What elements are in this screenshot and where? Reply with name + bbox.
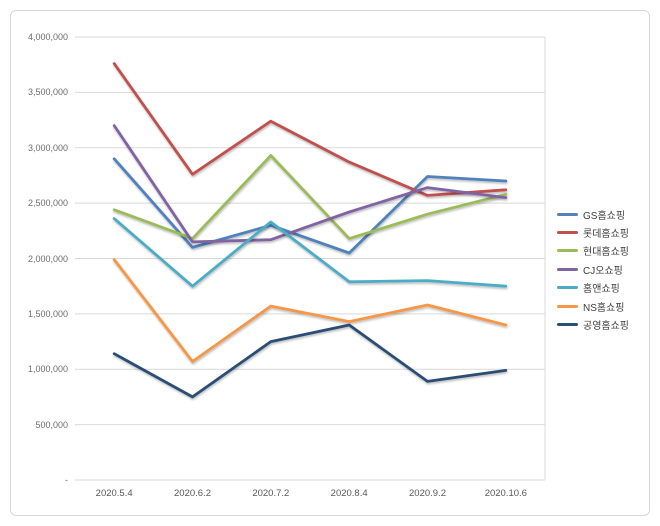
x-tick-label: 2020.9.2: [409, 488, 446, 499]
y-tick-label: -: [65, 475, 68, 485]
series-line: [112, 124, 508, 244]
y-tick-label: 1,500,000: [27, 308, 68, 319]
legend-line-swatch: [557, 323, 578, 327]
legend-label: 공영홈쇼핑: [583, 321, 629, 333]
y-tick-label: 1,000,000: [27, 364, 68, 375]
y-tick-label: 2,500,000: [27, 198, 68, 209]
legend-item: CJ오쇼핑: [557, 260, 629, 278]
series-line: [112, 157, 508, 255]
x-tick-label: 2020.10.6: [484, 488, 527, 499]
y-tick-label: 500,000: [35, 419, 68, 430]
series-line: [112, 323, 508, 399]
legend-label: 현대홈쇼핑: [583, 247, 629, 259]
series-line: [112, 217, 508, 288]
legend-item: GS홈쇼핑: [557, 205, 629, 223]
legend-item: 롯데홈쇼핑: [557, 223, 629, 241]
legend-item: 현대홈쇼핑: [557, 242, 629, 260]
legend-line-swatch: [557, 249, 578, 253]
series-line: [112, 258, 508, 363]
legend-label: 홈앤쇼핑: [583, 284, 620, 296]
gridlines: [75, 36, 546, 481]
x-tick-label: 2020.5.4: [95, 488, 133, 499]
y-tick-label: 2,000,000: [27, 253, 68, 264]
series-line: [112, 154, 508, 241]
legend-line-swatch: [557, 286, 578, 290]
legend-line-swatch: [557, 231, 578, 235]
x-tick-label: 2020.7.2: [252, 488, 290, 499]
legend-line-swatch: [557, 212, 578, 216]
y-tick-label: 3,000,000: [27, 142, 68, 153]
legend-item: NS홈쇼핑: [557, 297, 629, 315]
legend-label: NS홈쇼핑: [583, 302, 625, 314]
x-tick-label: 2020.8.4: [330, 488, 368, 499]
legend-label: 롯데홈쇼핑: [583, 229, 629, 241]
series-line: [112, 62, 508, 197]
legend-label: CJ오쇼핑: [583, 265, 623, 277]
y-tick-label: 3,500,000: [27, 87, 68, 98]
legend-item: 홈앤쇼핑: [557, 279, 629, 297]
legend-line-swatch: [557, 267, 578, 271]
legend-line-swatch: [557, 304, 578, 308]
series-lines: [112, 62, 508, 399]
legend-item: 공영홈쇼핑: [557, 315, 629, 333]
y-tick-label: 4,000,000: [27, 32, 68, 42]
x-tick-label: 2020.6.2: [174, 488, 211, 499]
legend-label: GS홈쇼핑: [583, 210, 626, 222]
